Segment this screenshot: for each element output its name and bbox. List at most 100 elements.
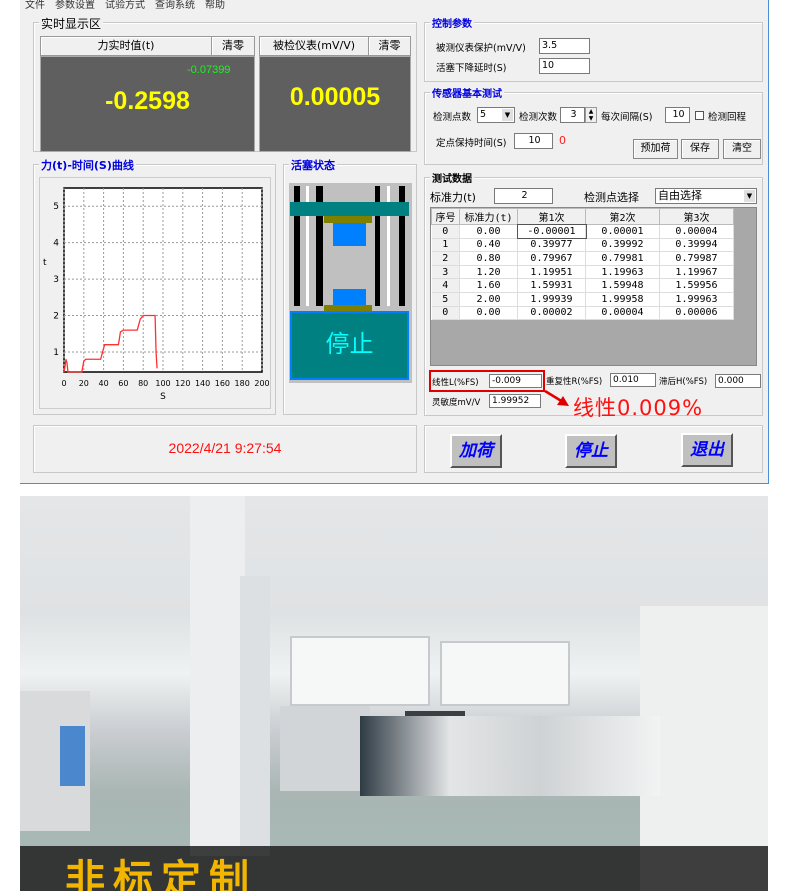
- table-cell[interactable]: 1.59948: [585, 278, 660, 293]
- table-cell[interactable]: 1.19963: [585, 265, 660, 280]
- y-tick-label: 2: [53, 312, 59, 322]
- table-cell[interactable]: 0.80: [459, 251, 518, 266]
- table-row[interactable]: 0 0.00 0.00002 0.00004 0.00006: [431, 306, 734, 321]
- table-row[interactable]: 5 2.00 1.99939 1.99958 1.99963: [431, 292, 734, 307]
- table-cell[interactable]: 1.99939: [517, 292, 586, 307]
- chart-group: 力(t)-时间(S)曲线 0 20 40 60 80 100 120 140 160 180 200…: [33, 157, 276, 415]
- menu-help[interactable]: 帮助: [205, 0, 225, 11]
- table-cell[interactable]: 1: [431, 238, 460, 253]
- table-cell[interactable]: 0.79967: [517, 251, 586, 266]
- hold-count: 0: [559, 134, 566, 147]
- col-header: 序号: [431, 208, 460, 225]
- col-header: 第1次: [517, 208, 586, 225]
- clear-button[interactable]: 清空: [723, 139, 761, 159]
- table-cell[interactable]: 0.00001: [585, 224, 660, 239]
- table-cell[interactable]: 0.00004: [659, 224, 734, 239]
- point-select[interactable]: 自由选择 ▼: [655, 188, 757, 204]
- table-cell[interactable]: 0.79981: [585, 251, 660, 266]
- x-axis-label: S: [160, 392, 166, 402]
- table-cell[interactable]: 0: [431, 306, 460, 321]
- linearity-label: 线性L(%FS): [432, 378, 479, 388]
- table-cell[interactable]: 3: [431, 265, 460, 280]
- col-header: 标准力(t): [459, 208, 518, 225]
- table-cell[interactable]: 1.19967: [659, 265, 734, 280]
- menu-file[interactable]: 文件: [25, 0, 45, 11]
- table-row[interactable]: 1 0.40 0.39977 0.39992 0.39994: [431, 238, 734, 253]
- force-series-line: [63, 314, 158, 373]
- table-cell[interactable]: 0.79987: [659, 251, 734, 266]
- meter-display: 0.00005: [259, 56, 411, 152]
- repeat-input[interactable]: 0.010: [610, 373, 656, 387]
- exit-button[interactable]: 退出: [681, 433, 733, 467]
- table-cell[interactable]: 1.20: [459, 265, 518, 280]
- protect-input[interactable]: 3.5: [539, 38, 590, 54]
- factory-photo: 非标定制: [20, 496, 768, 891]
- x-tick-label: 80: [138, 379, 148, 388]
- table-cell[interactable]: 0.39992: [585, 238, 660, 253]
- table-cell[interactable]: 4: [431, 278, 460, 293]
- table-row[interactable]: 3 1.20 1.19951 1.19963 1.19967: [431, 265, 734, 280]
- points-select[interactable]: 5 ▼: [477, 107, 515, 123]
- table-cell[interactable]: -0.00001: [516, 223, 587, 240]
- table-row[interactable]: 4 1.60 1.59931 1.59948 1.59956: [431, 278, 734, 293]
- table-cell[interactable]: 0.39994: [659, 238, 734, 253]
- table-cell[interactable]: 0.00006: [659, 306, 734, 321]
- table-cell[interactable]: 1.59956: [659, 278, 734, 293]
- menu-test-mode[interactable]: 试验方式: [105, 0, 145, 11]
- return-checkbox[interactable]: [695, 111, 704, 120]
- return-label: 检测回程: [708, 112, 747, 123]
- std-label: 标准力(t): [430, 191, 476, 204]
- chevron-down-icon[interactable]: ▼: [744, 190, 755, 202]
- hold-input[interactable]: 10: [514, 133, 553, 149]
- hold-label: 定点保持时间(S): [436, 138, 507, 149]
- force-small-value: -0.07399: [187, 64, 231, 76]
- table-row[interactable]: 2 0.80 0.79967 0.79981 0.79987: [431, 251, 734, 266]
- table-cell[interactable]: 0.00: [459, 306, 518, 321]
- table-cell[interactable]: 5: [431, 292, 460, 307]
- chart-title: 力(t)-时间(S)曲线: [39, 157, 136, 173]
- stop-button[interactable]: 停止: [565, 434, 617, 468]
- hyst-input[interactable]: 0.000: [715, 374, 761, 388]
- force-zero-button[interactable]: 清零: [211, 36, 255, 56]
- preload-button[interactable]: 预加荷: [633, 139, 678, 159]
- table-cell[interactable]: 0.00002: [517, 306, 586, 321]
- table-cell[interactable]: 1.99963: [659, 292, 734, 307]
- std-input[interactable]: 2: [494, 188, 553, 204]
- table-cell[interactable]: 0.40: [459, 238, 518, 253]
- meter-zero-button[interactable]: 清零: [368, 36, 411, 56]
- chevron-down-icon[interactable]: ▼: [502, 109, 513, 121]
- delay-input[interactable]: 10: [539, 58, 590, 74]
- table-cell[interactable]: 1.19951: [517, 265, 586, 280]
- table-cell[interactable]: 0.00: [459, 224, 518, 239]
- times-input[interactable]: 3: [560, 107, 585, 123]
- table-cell[interactable]: 0.39977: [517, 238, 586, 253]
- menu-params[interactable]: 参数设置: [55, 0, 95, 11]
- repeat-label: 重复性R(%FS): [546, 377, 603, 387]
- table-cell[interactable]: 0: [431, 224, 460, 239]
- menu-query[interactable]: 查询系统: [155, 0, 195, 11]
- points-value: 5: [480, 109, 487, 120]
- table-cell[interactable]: 0.00004: [585, 306, 660, 321]
- table-cell[interactable]: 2: [431, 251, 460, 266]
- force-header: 力实时值(t): [40, 36, 212, 56]
- linearity-input[interactable]: -0.009: [489, 374, 542, 388]
- table-cell[interactable]: 1.59931: [517, 278, 586, 293]
- meter-value: 0.00005: [289, 83, 381, 111]
- load-button[interactable]: 加荷: [450, 434, 502, 468]
- sens-input[interactable]: 1.99952: [489, 394, 541, 408]
- table-row[interactable]: 0 0.00 -0.00001 0.00001 0.00004: [431, 223, 734, 240]
- interval-input[interactable]: 10: [665, 107, 690, 123]
- table-cell[interactable]: 2.00: [459, 292, 518, 307]
- meter-header: 被检仪表(mV/V): [259, 36, 369, 56]
- data-grid: 序号 标准力(t) 第1次 第2次 第3次 0 0.00 -0.00001 0.000…: [430, 207, 757, 366]
- table-cell[interactable]: 1.60: [459, 278, 518, 293]
- arrow-icon: [544, 389, 569, 406]
- times-spinner[interactable]: ▲ ▼: [585, 107, 597, 123]
- col-header: 第3次: [659, 208, 734, 225]
- y-tick-label: 5: [53, 202, 59, 212]
- x-tick-label: 100: [155, 379, 170, 388]
- save-button[interactable]: 保存: [681, 139, 719, 159]
- table-cell[interactable]: 1.99958: [585, 292, 660, 307]
- interval-label: 每次间隔(S): [601, 112, 653, 123]
- control-title: 控制参数: [430, 15, 474, 30]
